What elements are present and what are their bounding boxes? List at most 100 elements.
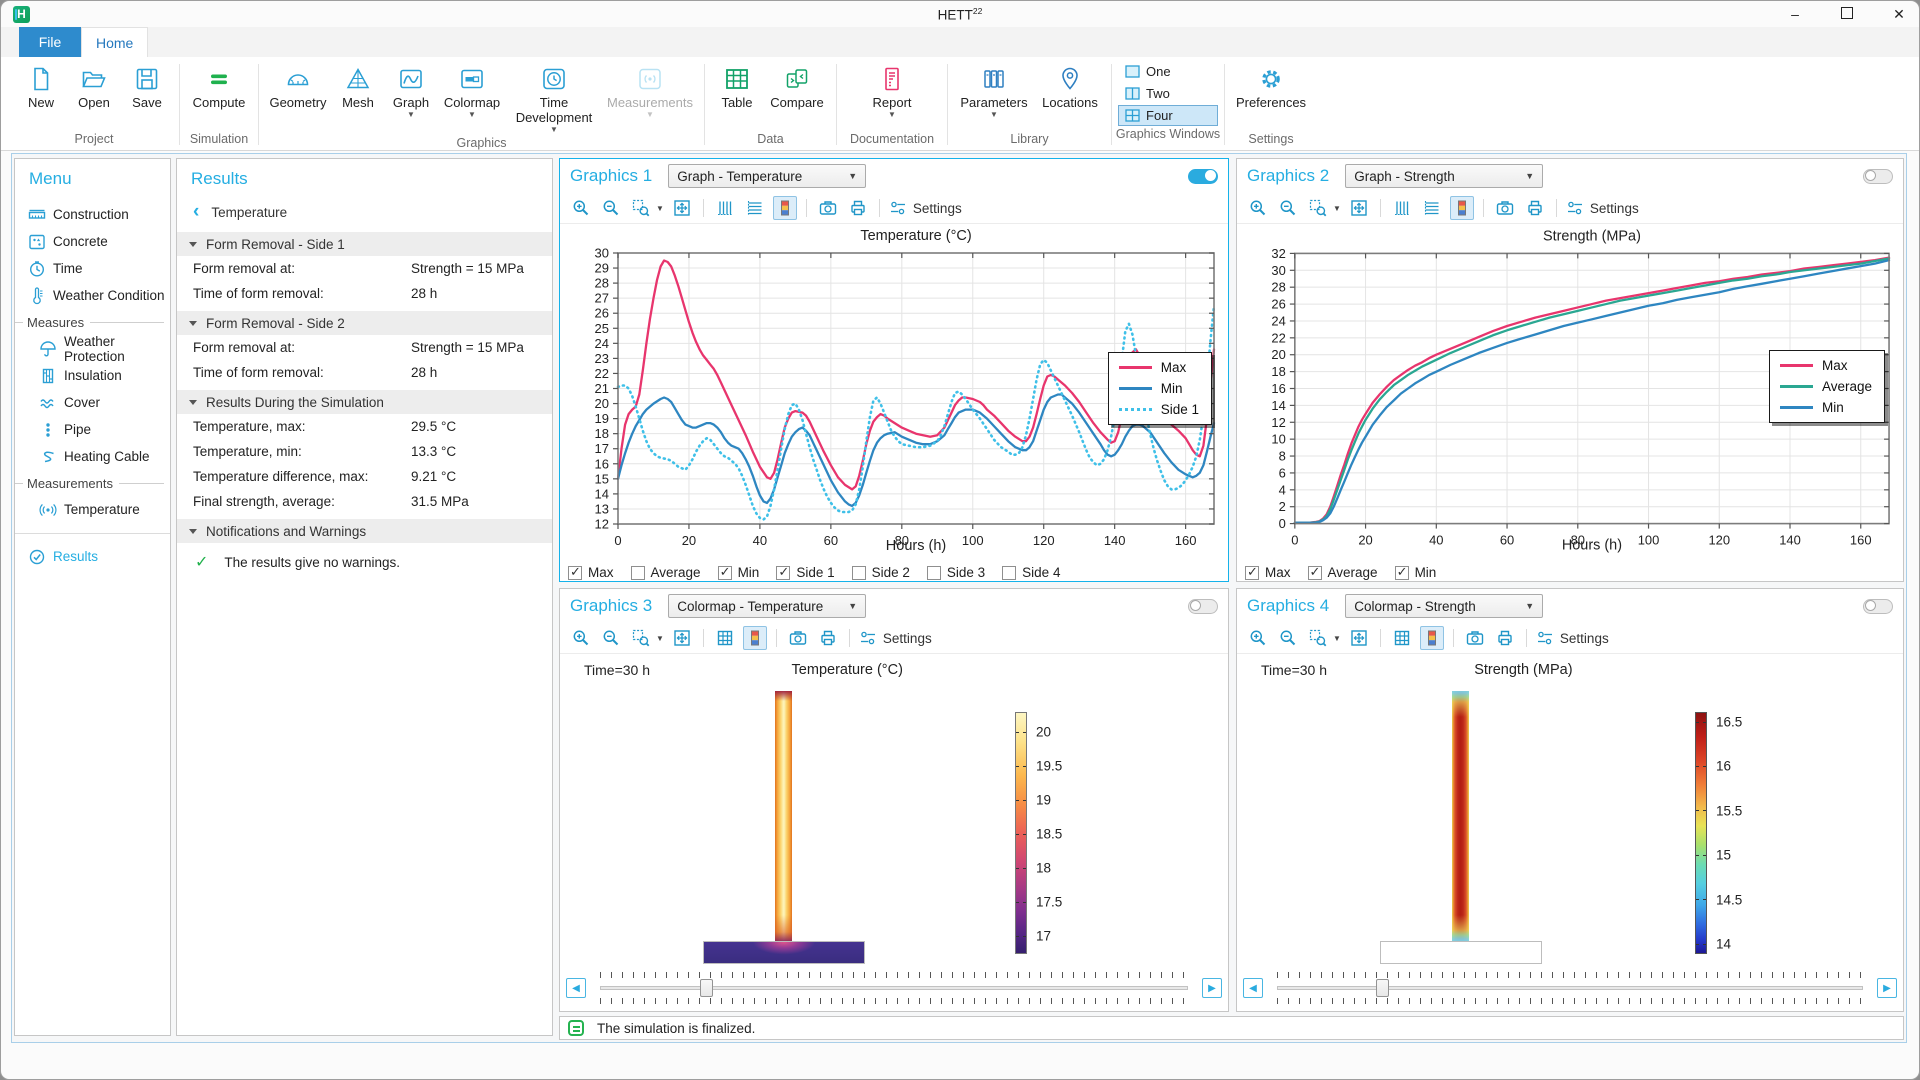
print-button[interactable] <box>816 626 840 650</box>
checkbox-box[interactable] <box>717 564 732 580</box>
sidebar-item-construction[interactable]: Construction <box>15 201 170 228</box>
zoom-selection-button[interactable] <box>629 196 653 220</box>
chevron-down-icon[interactable]: ▼ <box>656 203 664 213</box>
settings-button[interactable]: Settings <box>889 199 962 217</box>
checkbox-average[interactable]: Average <box>1307 564 1378 580</box>
fit-view-button[interactable] <box>670 626 694 650</box>
zoom-selection-button[interactable] <box>629 626 653 650</box>
close-button[interactable]: ✕ <box>1893 5 1905 22</box>
sidebar-item-cover[interactable]: Cover <box>15 389 170 416</box>
checkbox-box[interactable] <box>1245 564 1259 580</box>
zoom-out-button[interactable] <box>1276 626 1300 650</box>
section-header-results-during-simulation[interactable]: Results During the Simulation <box>177 390 552 414</box>
sidebar-item-heating-cable[interactable]: Heating Cable <box>15 443 170 470</box>
back-navigation[interactable]: ‹ Temperature <box>193 200 288 222</box>
tab-home[interactable]: Home <box>81 27 149 57</box>
preferences-button[interactable]: Preferences <box>1232 62 1310 111</box>
zoom-in-button[interactable] <box>569 196 593 220</box>
compute-button[interactable]: Compute <box>187 62 251 111</box>
x-grid-button[interactable] <box>1390 196 1414 220</box>
graphics1-view-select[interactable]: Graph - Temperature ▼ <box>668 164 867 188</box>
checkbox-box[interactable] <box>926 565 941 580</box>
checkbox-box[interactable] <box>776 564 791 580</box>
zoom-selection-button[interactable] <box>1306 196 1330 220</box>
sidebar-item-weather-condition[interactable]: Weather Condition <box>15 282 170 309</box>
table-button[interactable]: Table <box>712 62 762 111</box>
settings-button[interactable]: Settings <box>1566 199 1639 217</box>
chevron-down-icon[interactable]: ▼ <box>1333 633 1341 643</box>
checkbox-box[interactable] <box>568 564 582 580</box>
grid-button[interactable] <box>713 626 737 650</box>
y-grid-button[interactable] <box>1420 196 1444 220</box>
graphics2-toggle[interactable] <box>1863 168 1893 184</box>
slider-step-back-button[interactable]: ◀ <box>1243 978 1263 998</box>
checkbox-box[interactable] <box>1394 564 1409 580</box>
slider-handle[interactable] <box>1376 979 1390 997</box>
chevron-down-icon[interactable]: ▼ <box>656 633 664 643</box>
y-grid-button[interactable] <box>743 196 767 220</box>
sidebar-item-temperature[interactable]: Temperature <box>15 496 170 523</box>
checkbox-box[interactable] <box>630 565 645 580</box>
checkbox-max[interactable]: Max <box>568 564 614 580</box>
slider-step-forward-button[interactable]: ▶ <box>1202 978 1222 998</box>
zoom-out-button[interactable] <box>599 626 623 650</box>
slider-track[interactable] <box>1277 986 1863 990</box>
fit-view-button[interactable] <box>1347 626 1371 650</box>
snapshot-button[interactable] <box>786 626 810 650</box>
snapshot-button[interactable] <box>1493 196 1517 220</box>
geometry-button[interactable]: Geometry <box>266 62 330 111</box>
open-button[interactable]: Open <box>69 62 119 111</box>
zoom-selection-button[interactable] <box>1306 626 1330 650</box>
snapshot-button[interactable] <box>816 196 840 220</box>
mesh-button[interactable]: Mesh <box>333 62 383 111</box>
sidebar-item-insulation[interactable]: Insulation <box>15 362 170 389</box>
zoom-out-button[interactable] <box>1276 196 1300 220</box>
checkbox-max[interactable]: Max <box>1245 564 1291 580</box>
fit-view-button[interactable] <box>1347 196 1371 220</box>
sidebar-item-results[interactable]: Results <box>15 543 170 570</box>
snapshot-button[interactable] <box>1463 626 1487 650</box>
checkbox-box[interactable] <box>1002 565 1017 580</box>
graphics2-view-select[interactable]: Graph - Strength ▼ <box>1345 164 1544 188</box>
compare-button[interactable]: Compare <box>765 62 829 111</box>
time-development-button[interactable]: Time Development ▼ <box>508 62 600 135</box>
save-button[interactable]: Save <box>122 62 172 111</box>
checkbox-side-1[interactable]: Side 1 <box>776 564 835 580</box>
new-button[interactable]: New <box>16 62 66 111</box>
sidebar-item-pipe[interactable]: Pipe <box>15 416 170 443</box>
zoom-in-button[interactable] <box>1246 626 1270 650</box>
graphics4-toggle[interactable] <box>1863 598 1893 614</box>
checkbox-min[interactable]: Min <box>717 564 759 580</box>
chevron-down-icon[interactable]: ▼ <box>1333 203 1341 213</box>
slider-track[interactable] <box>600 986 1188 990</box>
tab-file[interactable]: File <box>19 27 81 57</box>
zoom-out-button[interactable] <box>599 196 623 220</box>
checkbox-box[interactable] <box>1307 564 1322 580</box>
colormap-button[interactable]: Colormap ▼ <box>439 62 505 120</box>
section-header-form-removal-side-1[interactable]: Form Removal - Side 1 <box>177 232 552 256</box>
zoom-in-button[interactable] <box>569 626 593 650</box>
colorbar-toggle-button[interactable] <box>742 626 767 650</box>
section-header-notifications[interactable]: Notifications and Warnings <box>177 519 552 543</box>
parameters-button[interactable]: Parameters ▼ <box>955 62 1033 120</box>
colorbar-toggle-button[interactable] <box>1419 626 1444 650</box>
locations-button[interactable]: Locations <box>1036 62 1104 111</box>
graphics-windows-one-button[interactable]: One <box>1118 61 1218 82</box>
sidebar-item-weather-protection[interactable]: Weather Protection <box>15 334 170 364</box>
slider-step-back-button[interactable]: ◀ <box>566 978 586 998</box>
graphics-windows-two-button[interactable]: Two <box>1118 83 1218 104</box>
graphics3-view-select[interactable]: Colormap - Temperature ▼ <box>668 594 867 618</box>
grid-button[interactable] <box>1390 626 1414 650</box>
graphics3-toggle[interactable] <box>1188 598 1218 614</box>
graphics-windows-four-button[interactable]: Four <box>1118 105 1218 126</box>
slider-handle[interactable] <box>699 979 713 997</box>
colorbar-toggle-button[interactable] <box>1449 196 1474 220</box>
fit-view-button[interactable] <box>670 196 694 220</box>
colorbar-toggle-button[interactable] <box>772 196 797 220</box>
sidebar-item-concrete[interactable]: Concrete <box>15 228 170 255</box>
section-header-form-removal-side-2[interactable]: Form Removal - Side 2 <box>177 311 552 335</box>
minimize-button[interactable]: – <box>1791 6 1799 22</box>
checkbox-min[interactable]: Min <box>1394 564 1436 580</box>
graph-button[interactable]: Graph ▼ <box>386 62 436 120</box>
checkbox-box[interactable] <box>851 565 866 580</box>
